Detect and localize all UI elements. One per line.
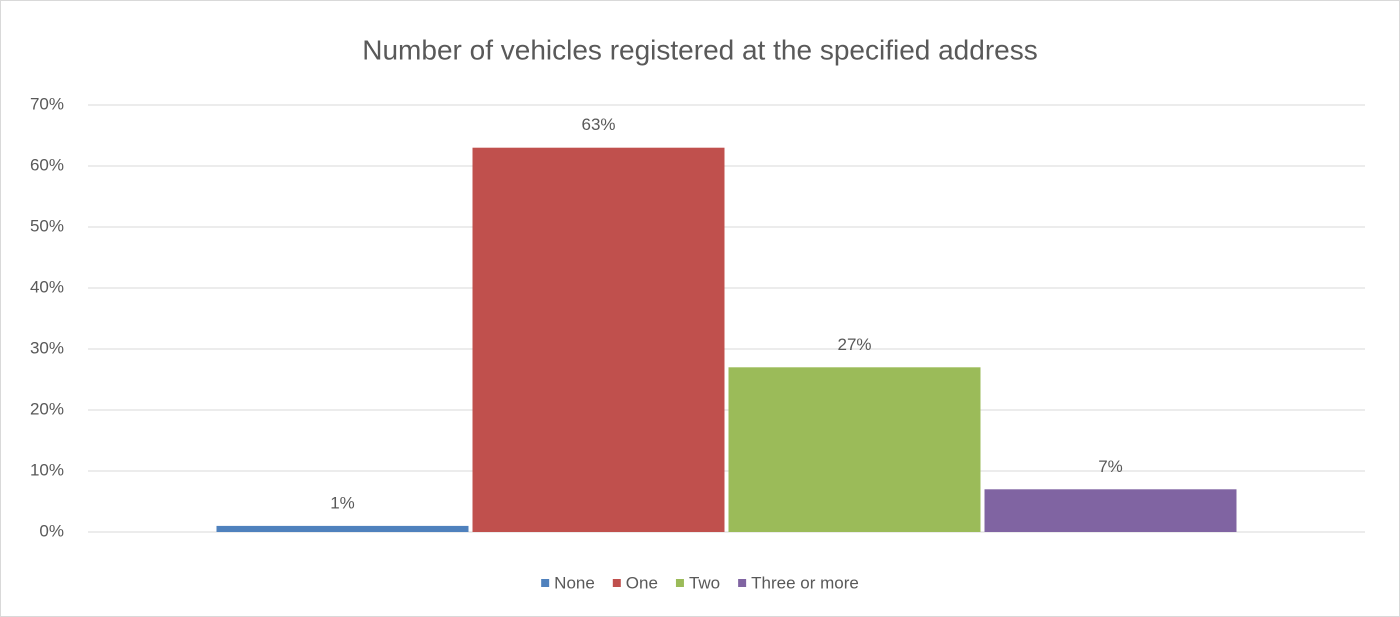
- y-tick-label: 0%: [39, 521, 64, 540]
- legend-swatch: [541, 579, 550, 587]
- y-tick-label: 70%: [30, 94, 64, 113]
- legend-label: Three or more: [751, 573, 859, 592]
- legend-swatch: [612, 579, 621, 587]
- legend-swatch: [675, 579, 684, 587]
- y-tick-label: 60%: [30, 155, 64, 174]
- y-tick-label: 10%: [30, 460, 64, 479]
- legend: None One Two Three or more: [541, 573, 859, 592]
- y-tick-label: 30%: [30, 338, 64, 357]
- chart-title: Number of vehicles registered at the spe…: [362, 34, 1037, 65]
- bar: [216, 525, 469, 532]
- data-label: 27%: [837, 335, 871, 354]
- legend-label: None: [554, 573, 595, 592]
- y-tick-label: 20%: [30, 399, 64, 418]
- bar: [728, 367, 981, 532]
- legend-label: Two: [689, 573, 720, 592]
- legend-swatch: [738, 579, 747, 587]
- bar: [984, 489, 1237, 532]
- data-label: 63%: [581, 115, 615, 134]
- legend-label: One: [626, 573, 658, 592]
- bar: [472, 147, 725, 532]
- y-tick-label: 40%: [30, 277, 64, 296]
- y-tick-label: 50%: [30, 216, 64, 235]
- data-label: 7%: [1098, 457, 1123, 476]
- data-label: 1%: [330, 493, 355, 512]
